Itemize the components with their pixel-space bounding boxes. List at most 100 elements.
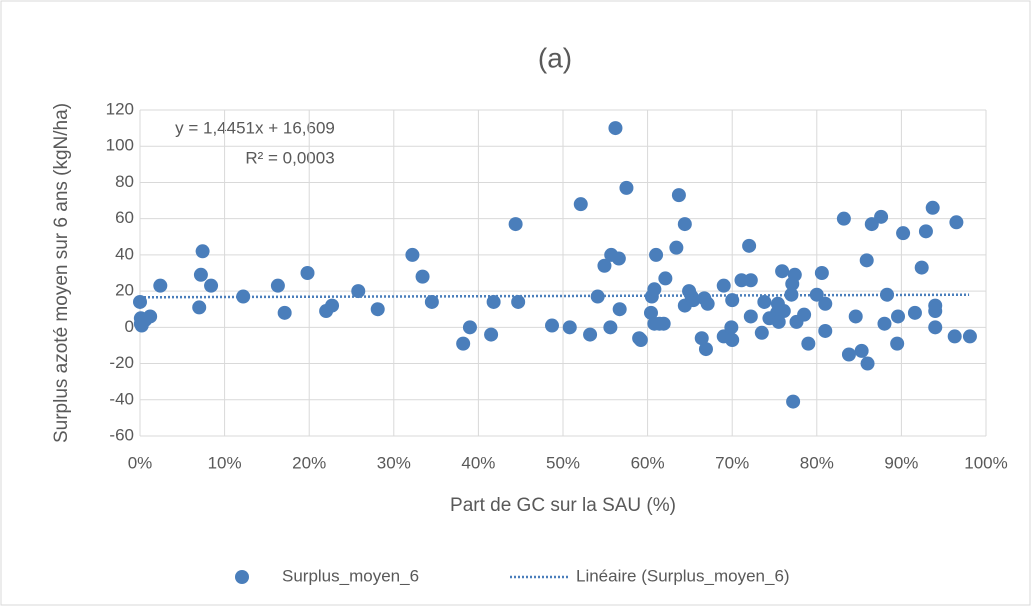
data-point [890, 336, 905, 351]
data-point [854, 343, 869, 358]
data-point [658, 271, 673, 286]
y-axis-label: Surplus azoté moyen sur 6 ans (kgN/ha) [51, 103, 72, 443]
data-point [928, 304, 943, 319]
data-point [775, 264, 790, 279]
data-point [143, 309, 158, 324]
data-point [573, 197, 588, 212]
y-tick-label: 120 [106, 99, 134, 118]
data-point [611, 251, 626, 266]
data-point [949, 215, 964, 230]
data-point [947, 329, 962, 344]
data-point [880, 287, 895, 302]
data-point [818, 323, 833, 338]
data-point [486, 294, 501, 309]
data-point [597, 258, 612, 273]
data-point [698, 342, 713, 357]
data-point [700, 296, 715, 311]
data-point [801, 336, 816, 351]
data-point [456, 336, 471, 351]
data-point [891, 309, 906, 324]
data-point [270, 278, 285, 293]
data-point [787, 267, 802, 282]
data-point [562, 320, 577, 335]
y-tick-label: 40 [115, 244, 134, 263]
data-point [415, 269, 430, 284]
data-point [925, 200, 940, 215]
data-point [677, 217, 692, 232]
y-tick-label: 100 [106, 136, 134, 155]
data-point [814, 266, 829, 280]
data-point [724, 320, 739, 335]
data-point [508, 217, 523, 232]
data-point [836, 211, 851, 226]
x-tick-label: 90% [884, 453, 918, 472]
data-point [204, 278, 219, 293]
data-point [649, 247, 664, 262]
data-point [757, 294, 772, 309]
data-point [669, 240, 684, 255]
data-point [742, 238, 757, 253]
data-point [370, 302, 385, 317]
data-point [754, 325, 769, 340]
data-point [608, 121, 623, 136]
x-tick-label: 100% [964, 453, 1007, 472]
y-tick-label: -40 [109, 389, 134, 408]
data-point [786, 394, 801, 409]
data-point [300, 266, 315, 280]
data-point [462, 320, 477, 335]
data-point [716, 278, 731, 293]
data-point [877, 316, 892, 331]
y-tick-label: 60 [115, 208, 134, 227]
data-point [743, 273, 758, 288]
data-point [860, 356, 875, 371]
x-tick-label: 50% [546, 453, 580, 472]
data-point [914, 260, 929, 275]
legend-label: Surplus_moyen_6 [282, 566, 419, 585]
data-point [797, 307, 812, 322]
data-point [424, 294, 439, 309]
y-tick-label: 80 [115, 172, 134, 191]
data-point [647, 282, 662, 297]
data-point [484, 327, 499, 342]
data-point [776, 304, 791, 319]
y-tick-label: 0 [125, 317, 134, 336]
data-point [193, 267, 208, 282]
data-point [325, 298, 340, 313]
data-point [133, 294, 147, 309]
x-tick-label: 10% [208, 453, 242, 472]
data-point [743, 309, 758, 324]
x-tick-label: 20% [292, 453, 326, 472]
x-axis-label: Part de GC sur la SAU (%) [450, 495, 676, 516]
y-tick-label: -20 [109, 353, 134, 372]
y-tick-label: -60 [109, 425, 134, 444]
data-point [771, 314, 786, 329]
data-point [725, 333, 740, 348]
data-point [671, 188, 686, 203]
data-point [612, 302, 627, 317]
x-tick-label: 80% [800, 453, 834, 472]
data-point [405, 247, 420, 262]
data-point [583, 327, 598, 342]
data-point [841, 347, 856, 362]
data-point [694, 331, 709, 346]
data-point [656, 316, 671, 331]
trend-equation: y = 1,4451x + 16,609 [175, 118, 335, 137]
data-point [195, 244, 210, 259]
x-tick-label: 40% [461, 453, 495, 472]
data-point [818, 296, 833, 311]
data-point [511, 294, 526, 309]
data-point [277, 305, 292, 320]
data-point [236, 289, 251, 304]
chart-title: (a) [538, 42, 572, 73]
legend-label: Linéaire (Surplus_moyen_6) [576, 566, 790, 585]
data-point [545, 318, 560, 333]
x-tick-label: 30% [377, 453, 411, 472]
data-point [918, 224, 933, 239]
data-point [351, 284, 366, 299]
x-tick-label: 70% [715, 453, 749, 472]
data-point [784, 287, 799, 302]
data-point [907, 305, 922, 320]
data-point [643, 305, 658, 320]
y-tick-label: 20 [115, 281, 134, 300]
